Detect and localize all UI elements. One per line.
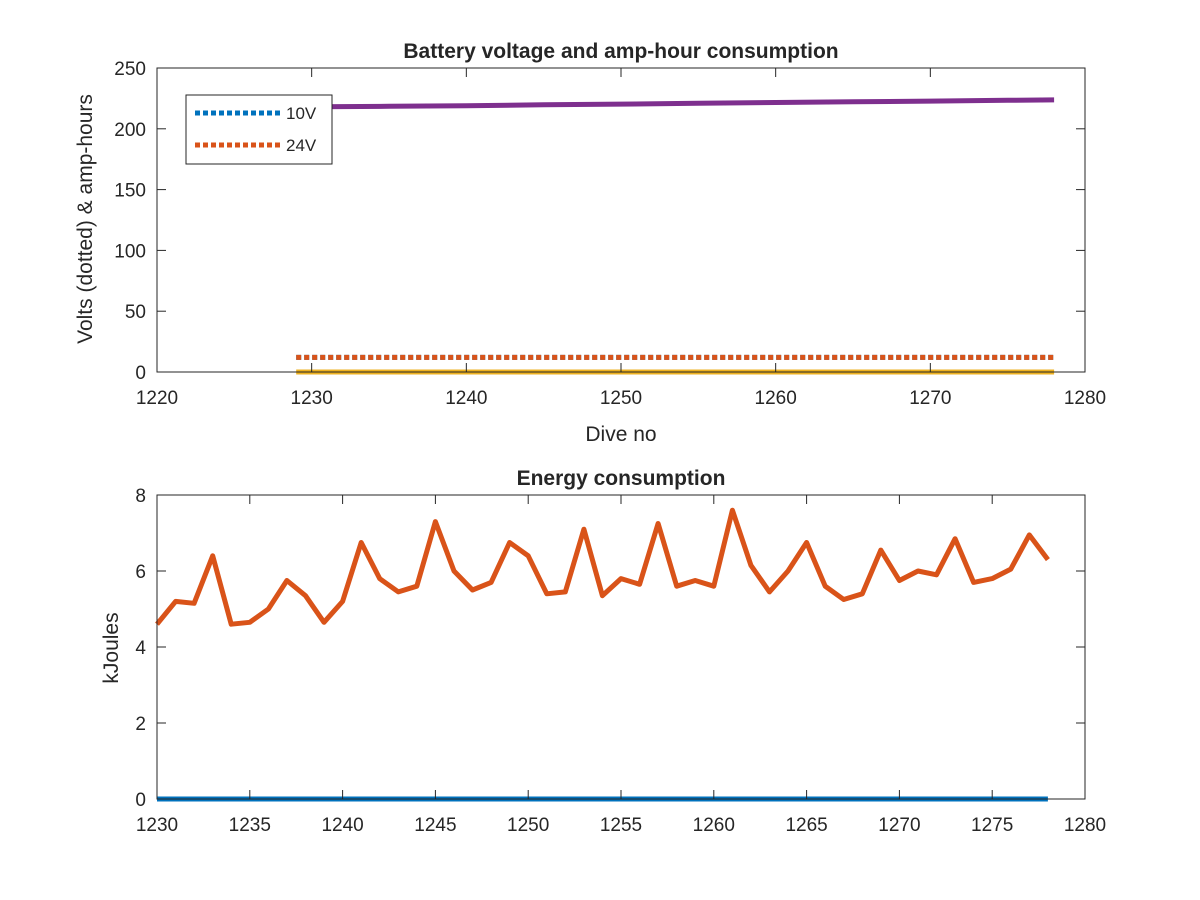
battery-x-tick-label: 1220 bbox=[136, 388, 178, 409]
battery-y-tick-label: 150 bbox=[114, 181, 146, 202]
energy-y-tick-label: 8 bbox=[135, 486, 146, 507]
energy-x-tick-label: 1280 bbox=[1064, 815, 1106, 836]
battery-chart-y-axis-label: Volts (dotted) & amp-hours bbox=[74, 94, 97, 344]
legend-label-10v: 10V bbox=[286, 104, 317, 123]
legend-label-24v: 24V bbox=[286, 136, 317, 155]
energy-x-tick-label: 1260 bbox=[693, 815, 735, 836]
energy-x-tick-label: 1270 bbox=[878, 815, 920, 836]
energy-chart-y-axis-label: kJoules bbox=[100, 612, 123, 683]
energy-line-series-1 bbox=[155, 507, 1050, 627]
energy-x-tick-label: 1265 bbox=[785, 815, 827, 836]
battery-x-tick-label: 1250 bbox=[600, 388, 642, 409]
battery-y-tick-label: 250 bbox=[114, 59, 146, 80]
battery-chart-x-axis-label: Dive no bbox=[585, 423, 656, 446]
battery-x-tick-label: 1240 bbox=[445, 388, 487, 409]
battery-x-tick-label: 1280 bbox=[1064, 388, 1106, 409]
energy-x-tick-label: 1250 bbox=[507, 815, 549, 836]
energy-y-tick-label: 4 bbox=[135, 638, 146, 659]
energy-y-tick-label: 6 bbox=[135, 562, 146, 583]
energy-y-tick-label: 2 bbox=[135, 714, 146, 735]
energy-x-tick-label: 1255 bbox=[600, 815, 642, 836]
energy-x-tick-label: 1245 bbox=[414, 815, 456, 836]
battery-y-tick-label: 50 bbox=[125, 302, 146, 323]
battery-line-series-3 bbox=[296, 97, 1055, 110]
energy-chart-axes: 1230 1235 1240 1245 1250 1255 1260 1265 1270 1275… bbox=[135, 486, 1106, 836]
legend-box bbox=[185, 94, 333, 165]
battery-y-tick-label: 0 bbox=[135, 363, 146, 384]
energy-x-tick-label: 1240 bbox=[321, 815, 363, 836]
battery-x-tick-label: 1230 bbox=[291, 388, 333, 409]
energy-chart: Energy consumption kJoules 1230 1235 1240 1… bbox=[100, 467, 1106, 836]
energy-x-tick-label: 1230 bbox=[136, 815, 178, 836]
battery-chart-title: Battery voltage and amp-hour consumption bbox=[403, 40, 838, 63]
battery-chart-axes: 1220 1230 1240 1250 1260 1270 1280 0 50 100 150 200… bbox=[114, 59, 1106, 409]
battery-y-tick-label: 100 bbox=[114, 241, 146, 262]
energy-x-tick-label: 1235 bbox=[229, 815, 271, 836]
energy-chart-title: Energy consumption bbox=[517, 467, 726, 490]
battery-x-tick-label: 1270 bbox=[909, 388, 951, 409]
energy-y-tick-label: 0 bbox=[135, 790, 146, 811]
battery-x-tick-label: 1260 bbox=[755, 388, 797, 409]
battery-chart: Battery voltage and amp-hour consumption… bbox=[74, 40, 1106, 446]
battery-y-tick-label: 200 bbox=[114, 120, 146, 141]
energy-x-tick-label: 1275 bbox=[971, 815, 1013, 836]
battery-chart-legend: 10V 24V bbox=[185, 94, 333, 165]
